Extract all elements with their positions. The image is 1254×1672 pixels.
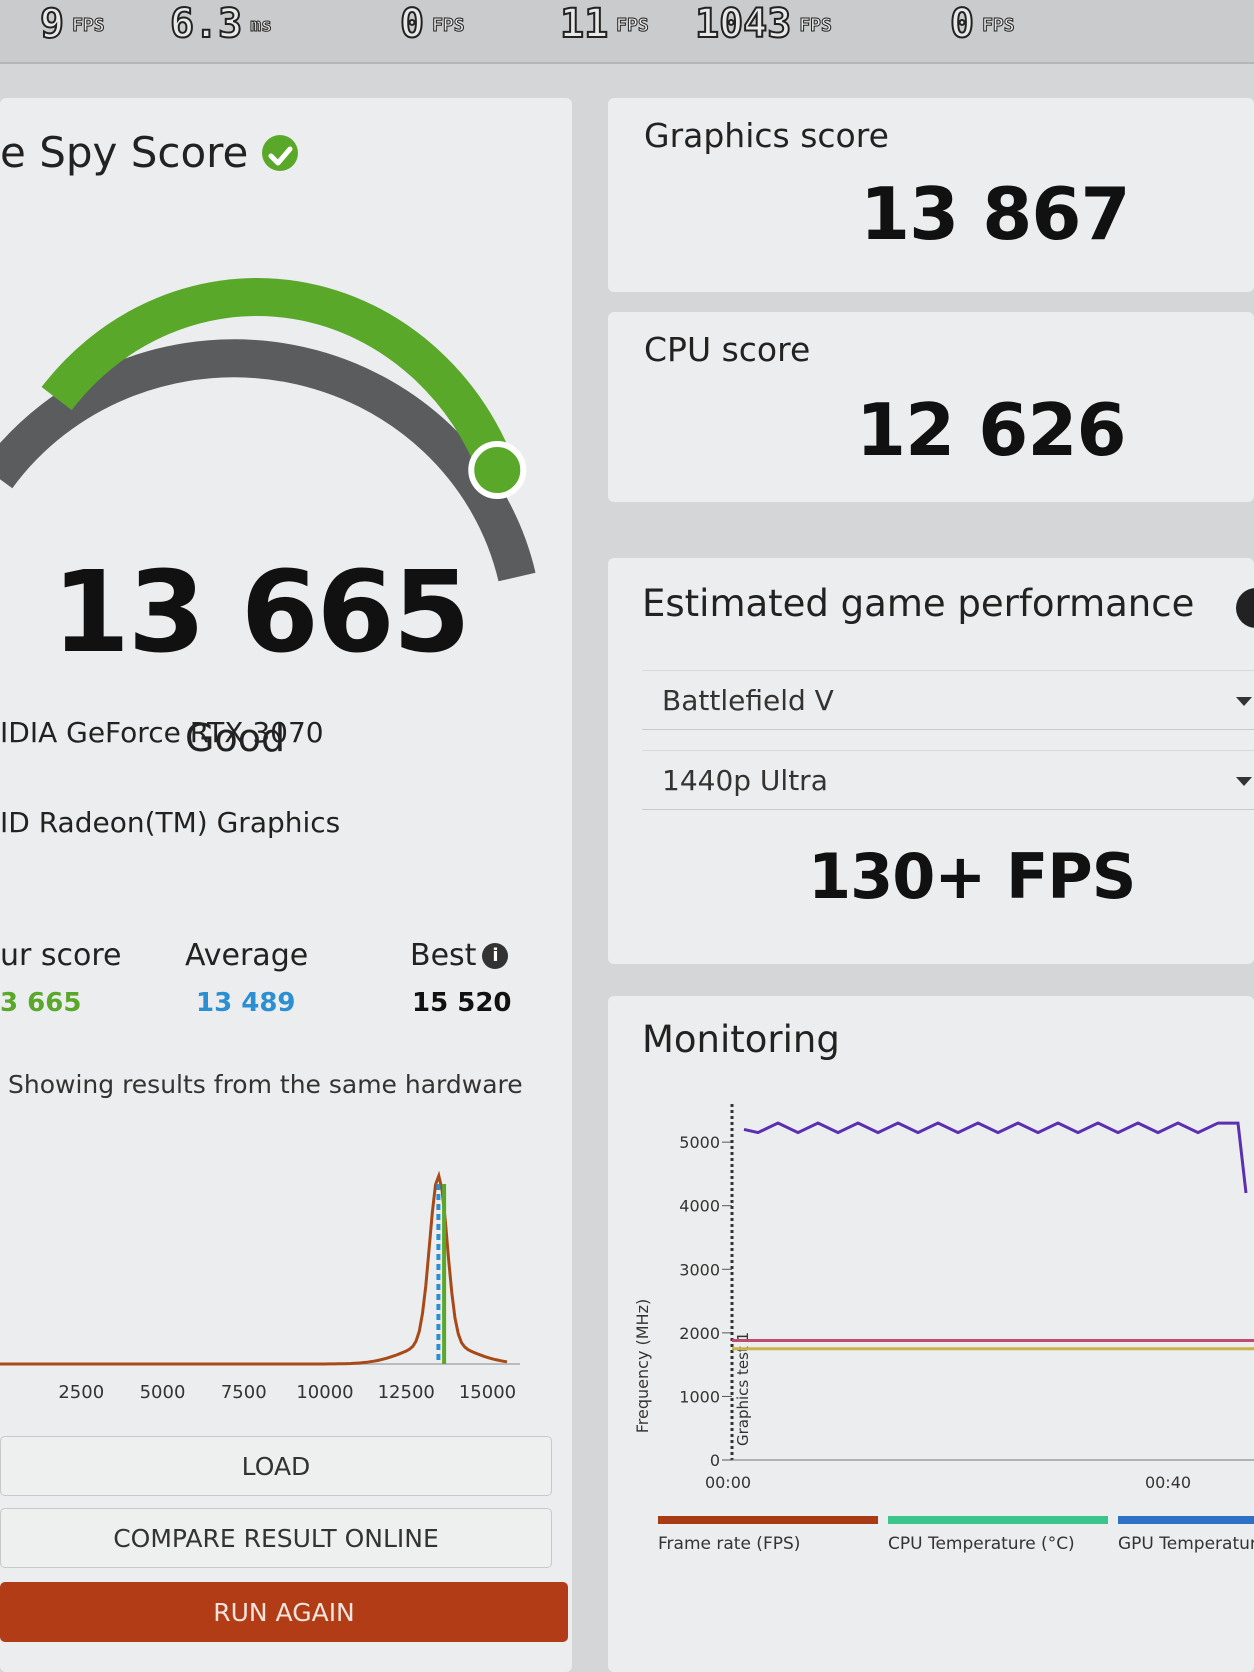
legend-item[interactable]: Frame rate (FPS) (658, 1516, 878, 1554)
overlay-counter: 11 FPS (559, 1, 649, 47)
histogram-tick-label: 5000 (140, 1382, 186, 1403)
monitoring-legend: Frame rate (FPS) CPU Temperature (°C) GP… (658, 1516, 1254, 1596)
your-score-value: 3 665 (0, 988, 82, 1018)
monitoring-y-tick-label: 1000 (679, 1387, 720, 1406)
best-value: 15 520 (412, 988, 512, 1018)
best-label: Best (410, 938, 477, 973)
legend-label: GPU Temperatur (1118, 1534, 1254, 1554)
game-select-value: Battlefield V (662, 683, 834, 717)
monitoring-title: Monitoring (642, 1018, 840, 1061)
your-score-label: ur score (0, 938, 122, 973)
score-distribution-chart: 2500 5000 7500 10000 12500 15000 (0, 1170, 520, 1403)
fps-overlay-bar: 9 FPS 6.3 ms 0 FPS 11 FPS 1043 FPS 0 FPS (0, 0, 1254, 64)
histogram-tick-label: 12500 (378, 1382, 435, 1403)
load-button[interactable]: LOAD (0, 1436, 552, 1496)
cpu-score-value: 12 626 (856, 388, 1127, 472)
chevron-down-icon (1236, 777, 1252, 786)
monitoring-x-tick-label: 00:00 (705, 1473, 751, 1492)
monitoring-y-tick-label: 3000 (679, 1260, 720, 1279)
histogram-tick-label: 7500 (221, 1382, 267, 1403)
score-title: e Spy Score (0, 128, 299, 177)
legend-swatch (1118, 1516, 1254, 1524)
monitoring-y-tick-label: 4000 (679, 1197, 720, 1216)
overall-score: 13 665 (52, 548, 471, 678)
info-icon[interactable]: i (482, 942, 509, 969)
cpu-score-card: CPU score 12 626 (608, 312, 1254, 502)
monitoring-y-tick-label: 0 (710, 1451, 720, 1470)
legend-swatch (658, 1516, 878, 1524)
gauge-fill (41, 278, 516, 477)
legend-item[interactable]: GPU Temperatur (1118, 1516, 1254, 1554)
monitoring-y-tick-label: 5000 (679, 1133, 720, 1152)
legend-swatch (888, 1516, 1108, 1524)
preset-select[interactable]: 1440p Ultra (642, 750, 1254, 810)
monitoring-y-ticks: 0 1000 2000 3000 4000 5000 (679, 1133, 732, 1470)
cpu-score-label: CPU score (644, 330, 811, 369)
preset-select-value: 1440p Ultra (662, 763, 828, 797)
monitoring-x-ticks: 00:00 00:40 (705, 1473, 1191, 1492)
run-again-button[interactable]: RUN AGAIN (0, 1582, 568, 1642)
chevron-down-icon (1236, 697, 1252, 706)
monitoring-x-tick-label: 00:40 (1145, 1473, 1191, 1492)
score-gauge (0, 278, 536, 582)
cpu-name: ID Radeon(TM) Graphics (0, 806, 341, 839)
distribution-curve (0, 1170, 508, 1366)
check-icon (262, 134, 299, 171)
cpu-clock-line (743, 1121, 1248, 1194)
gpu-name: IDIA GeForce RTX 3070 (0, 716, 324, 749)
histogram-x-ticks: 2500 5000 7500 10000 12500 15000 (58, 1382, 516, 1403)
monitoring-chart: Frequency (MHz) 0 1000 2000 3000 4000 5000 Gr… (633, 1104, 1254, 1492)
legend-item[interactable]: CPU Temperature (°C) (888, 1516, 1108, 1554)
legend-label: CPU Temperature (°C) (888, 1534, 1075, 1554)
histogram-tick-label: 10000 (296, 1382, 353, 1403)
histogram-tick-label: 2500 (58, 1382, 104, 1403)
gauge-knob (468, 441, 527, 500)
monitoring-y-label: Frequency (MHz) (633, 1299, 652, 1433)
estimated-performance-title: Estimated game performance (642, 582, 1195, 625)
compare-online-button[interactable]: COMPARE RESULT ONLINE (0, 1508, 552, 1568)
test-marker-label: Graphics test 1 (734, 1332, 752, 1446)
info-icon[interactable] (1236, 588, 1254, 628)
overlay-counter: 6.3 ms (169, 1, 272, 47)
average-value: 13 489 (196, 988, 296, 1018)
score-rating: Good (185, 716, 286, 760)
graphics-score-card: Graphics score 13 867 (608, 98, 1254, 292)
monitoring-card: Monitoring Frequency (MHz) 0 1000 2000 3000… (608, 996, 1254, 1672)
average-label: Average (185, 938, 309, 973)
legend-label: Frame rate (FPS) (658, 1534, 801, 1554)
overlay-counter: 9 FPS (39, 1, 105, 47)
same-hardware-note: Showing results from the same hardware (8, 1070, 523, 1099)
score-panel: e Spy Score 13 665 Good IDIA GeForce RTX… (0, 98, 572, 1672)
game-select[interactable]: Battlefield V (642, 670, 1254, 730)
histogram-tick-label: 15000 (459, 1382, 516, 1403)
overlay-counter: 0 FPS (949, 1, 1015, 47)
best-label-group: Best i (410, 938, 509, 973)
overlay-counter: 0 FPS (399, 1, 465, 47)
monitoring-y-tick-label: 2000 (679, 1324, 720, 1343)
graphics-score-label: Graphics score (644, 116, 889, 155)
graphics-score-value: 13 867 (860, 172, 1131, 256)
estimated-performance-card: Estimated game performance Battlefield V… (608, 558, 1254, 964)
estimated-fps: 130+ FPS (808, 840, 1136, 913)
overlay-counter: 1043 FPS (694, 1, 832, 47)
